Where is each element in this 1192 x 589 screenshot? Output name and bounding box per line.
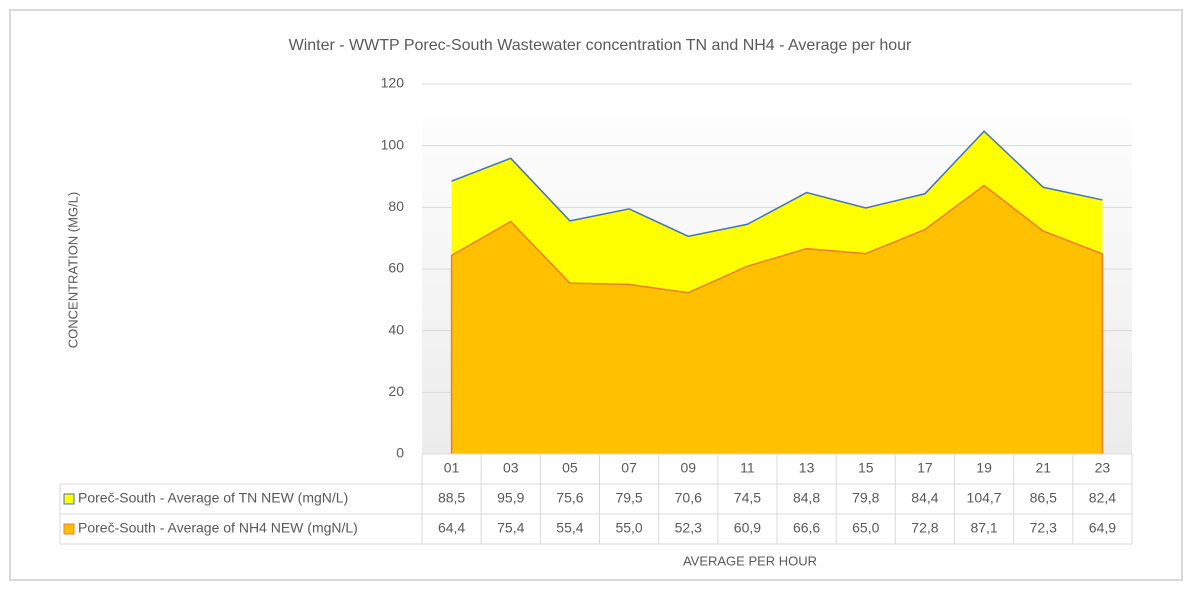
data-label: 95,9 <box>497 490 524 506</box>
y-tick-label: 0 <box>396 445 404 461</box>
data-label: 66,6 <box>793 520 820 536</box>
legend-key <box>63 493 75 505</box>
legend-label: Poreč-South - Average of TN NEW (mgN/L) <box>78 490 348 506</box>
data-label: 86,5 <box>1030 490 1057 506</box>
data-label: 74,5 <box>734 490 761 506</box>
data-label: 55,4 <box>556 520 583 536</box>
data-label: 104,7 <box>967 490 1002 506</box>
data-label: 64,4 <box>438 520 465 536</box>
data-label: 72,8 <box>911 520 938 536</box>
x-tick-label: 07 <box>621 460 637 476</box>
x-tick-label: 15 <box>858 460 874 476</box>
data-label: 72,3 <box>1030 520 1057 536</box>
x-tick-label: 03 <box>503 460 519 476</box>
area-outline <box>450 184 1104 454</box>
area-outline <box>451 130 1103 238</box>
data-label: 55,0 <box>615 520 642 536</box>
data-label: 65,0 <box>852 520 879 536</box>
x-tick-label: 09 <box>680 460 696 476</box>
x-tick-label: 11 <box>740 460 755 476</box>
data-label: 75,4 <box>497 520 524 536</box>
x-tick-label: 23 <box>1095 460 1111 476</box>
area <box>451 185 1103 455</box>
y-tick-label: 40 <box>388 321 404 337</box>
y-tick-label: 20 <box>388 383 404 399</box>
data-label: 82,4 <box>1089 490 1116 506</box>
data-label: 88,5 <box>438 490 465 506</box>
x-tick-label: 01 <box>444 460 460 476</box>
data-label: 70,6 <box>675 490 702 506</box>
x-tick-label: 05 <box>562 460 578 476</box>
y-axis-label: CONCENTRATION (MG/L) <box>65 192 80 348</box>
x-axis-label: AVERAGE PER HOUR <box>683 553 817 568</box>
y-tick-label: 100 <box>381 136 405 152</box>
legend-label: Poreč-South - Average of NH4 NEW (mgN/L) <box>78 520 358 536</box>
y-tick-label: 120 <box>381 75 405 91</box>
chart-title: Winter - WWTP Porec-South Wastewater con… <box>289 37 912 54</box>
data-label: 60,9 <box>734 520 761 536</box>
data-label: 84,4 <box>911 490 938 506</box>
data-label: 52,3 <box>675 520 702 536</box>
data-label: 75,6 <box>556 490 583 506</box>
data-label: 79,8 <box>852 490 879 506</box>
y-tick-label: 60 <box>388 260 404 276</box>
x-tick-label: 19 <box>976 460 992 476</box>
y-tick-label: 80 <box>388 198 404 214</box>
data-label: 84,8 <box>793 490 820 506</box>
x-tick-label: 21 <box>1035 460 1051 476</box>
data-label: 64,9 <box>1089 520 1116 536</box>
data-label: 79,5 <box>615 490 642 506</box>
data-label: 87,1 <box>970 520 997 536</box>
legend-key <box>63 523 75 535</box>
x-tick-label: 17 <box>917 460 933 476</box>
x-tick-label: 13 <box>799 460 815 476</box>
